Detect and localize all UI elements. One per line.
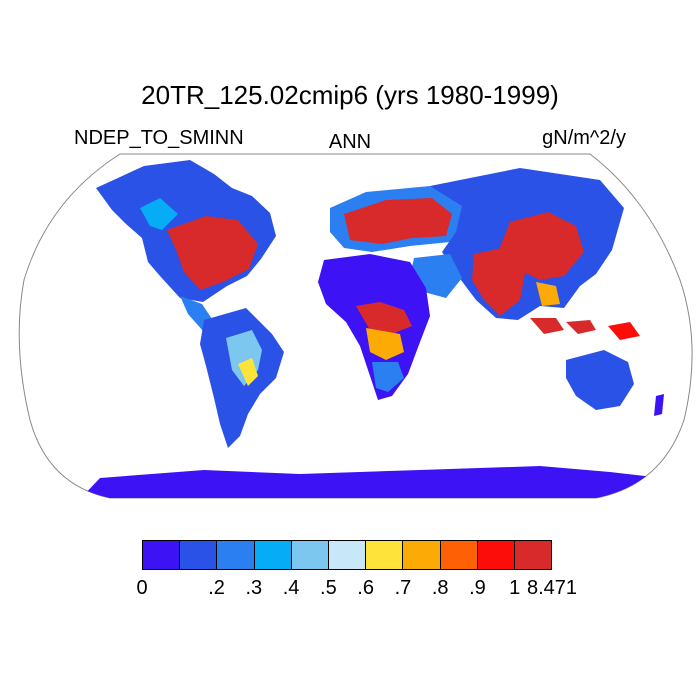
- europe-high: [344, 198, 452, 244]
- asia-south-high: [472, 248, 526, 316]
- colorbar-tick-label: 8.471: [526, 577, 578, 599]
- asia-mid: [536, 282, 560, 306]
- indonesia-east: [566, 320, 596, 334]
- colorbar-box-5: [328, 541, 367, 569]
- colorbar-tick-label: .3: [245, 577, 263, 599]
- colorbar-box-0: [143, 541, 181, 569]
- greenland: [254, 160, 320, 212]
- colorbar-box-6: [366, 541, 404, 569]
- colorbar-tick-label: 0: [136, 577, 148, 599]
- new-guinea: [608, 322, 640, 340]
- colorbar-box-9: [477, 541, 515, 569]
- colorbar-box-4: [291, 541, 329, 569]
- north-america-mid: [140, 198, 178, 230]
- colorbar-tick-label: .9: [469, 577, 486, 599]
- plot-title: 20TR_125.02cmip6 (yrs 1980-1999): [141, 80, 559, 110]
- colorbar-tick-label: 1: [509, 577, 521, 599]
- australia: [566, 350, 634, 410]
- antarctica: [60, 466, 680, 498]
- units-label: gN/m^2/y: [542, 127, 626, 149]
- africa-mid: [366, 328, 404, 360]
- indonesia: [530, 318, 564, 334]
- colorbar-box-3: [254, 541, 292, 569]
- colorbar-tick-label: .5: [320, 577, 337, 599]
- africa-south: [372, 362, 404, 392]
- colorbar-tick-label: .2: [208, 577, 225, 599]
- colorbar-box-8: [440, 541, 478, 569]
- new-zealand: [654, 394, 664, 416]
- variable-label: NDEP_TO_SMINN: [74, 127, 244, 149]
- colorbar-tick-label: .4: [282, 577, 300, 599]
- north-america-high: [167, 216, 258, 290]
- colorbar-tick-label: .7: [394, 577, 412, 599]
- colorbar-box-7: [403, 541, 441, 569]
- colorbar-box-2: [217, 541, 255, 569]
- colorbar-tick-label: .6: [357, 577, 374, 599]
- colorbar: [142, 540, 552, 570]
- season-label: ANN: [328, 131, 372, 153]
- colorbar-tick-label: .8: [431, 577, 449, 599]
- africa-high: [356, 302, 412, 334]
- colorbar-box-1: [180, 541, 218, 569]
- colorbar-box-10: [514, 541, 552, 569]
- south-america-high: [238, 358, 258, 386]
